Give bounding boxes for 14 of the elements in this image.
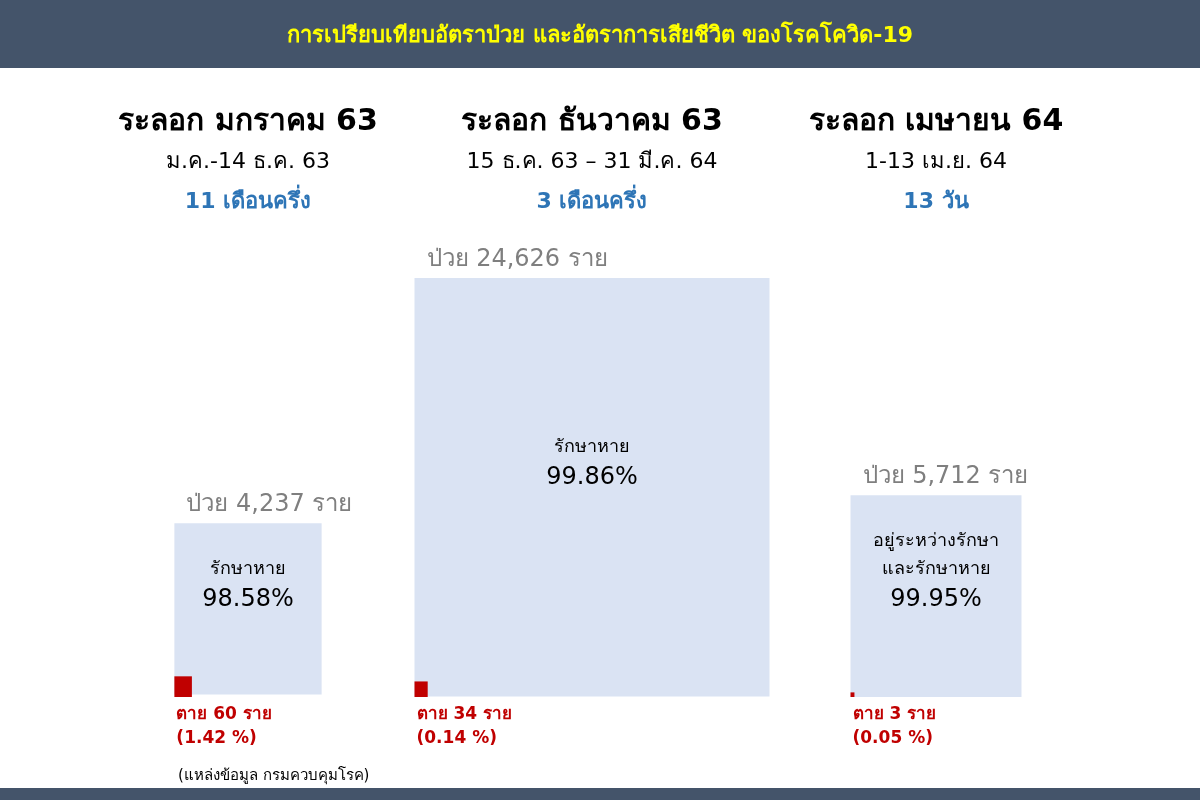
- data-label: รักษาหาย 99.86%: [546, 434, 638, 490]
- category-label: ระลอก เมษายน 64 1-13 เม.ย. 64 13 วัน: [808, 102, 1064, 213]
- data-label: ตาย 60 ราย (1.42 %): [176, 703, 272, 747]
- data-label: รักษาหาย 98.58%: [202, 557, 294, 613]
- text: การเปรียบเทียบอัตราป่วย และอัตราการเสียชีวิต ของโรคโควิด-19: [0, 0, 1200, 68]
- text: (แหล่งข้อมูล กรมควบคุมโรค): [178, 766, 370, 785]
- data-label: ตาย 34 ราย (0.14 %): [416, 703, 512, 747]
- data-label: ป่วย 4,237 ราย: [186, 489, 353, 518]
- data-label: ตาย 3 ราย (0.05 %): [852, 703, 937, 747]
- data-label: ป่วย 5,712 ราย: [862, 461, 1029, 490]
- data-label: ป่วย 24,626 ราย: [426, 244, 608, 273]
- category-label: ระลอก ธันวาคม 63 15 ธ.ค. 63 – 31 มี.ค. 64 3 เดือนครึ่ง: [461, 102, 723, 213]
- data-label: อยู่ระหว่างรักษา และรักษาหาย 99.95%: [873, 529, 999, 613]
- category-label: ระลอก มกราคม 63 ม.ค.-14 ธ.ค. 63 11 เดือนครึ่ง: [118, 102, 378, 213]
